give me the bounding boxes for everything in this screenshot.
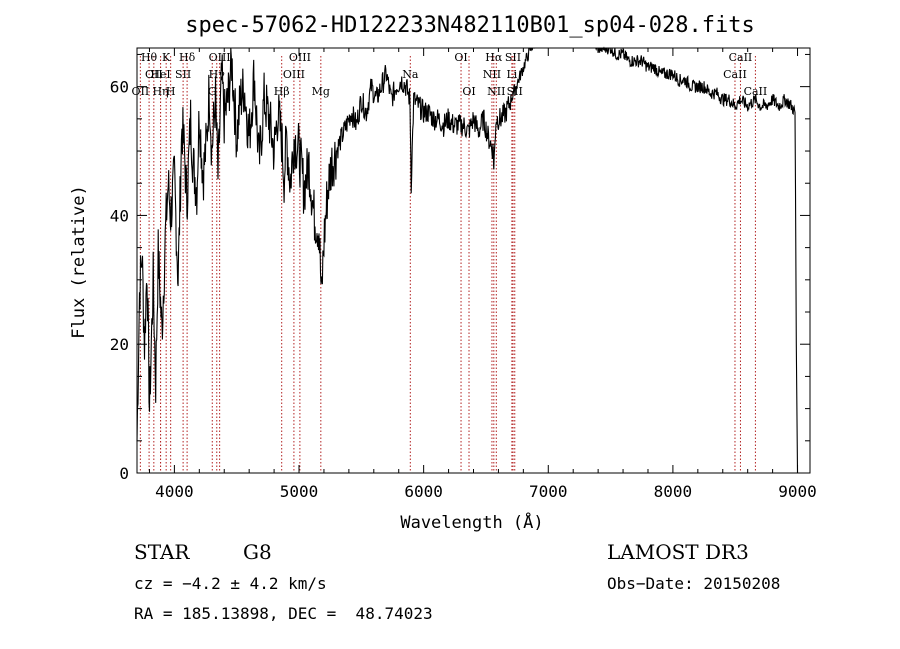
coordinates: RA = 185.13898, DEC = 48.74023 [134, 604, 433, 623]
chart-title: spec-57062-HD122233N482110B01_sp04-028.f… [185, 13, 755, 38]
y-axis-label: Flux (relative) [69, 185, 89, 339]
spectral-line-label: Hβ [274, 85, 290, 98]
x-axis-label: Wavelength (Å) [400, 511, 543, 533]
x-tick-label: 9000 [778, 482, 817, 501]
spectral-line-label: CaII [729, 51, 753, 64]
spectral-line-label: NII [487, 85, 505, 98]
redshift-cz: cz = −4.2 ± 4.2 km/s [134, 574, 327, 593]
spectral-line-label: K [162, 51, 171, 64]
spectral-line-label: OIII [289, 51, 311, 64]
spectral-line-label: HeI [150, 68, 170, 81]
x-tick-label: 7000 [529, 482, 568, 501]
spectral-line-label: SII [505, 51, 521, 64]
spectral-line-label: Li [506, 68, 517, 81]
spectral-line-label: OI [462, 85, 475, 98]
y-axis: 0 20 40 60 [110, 53, 810, 483]
x-tick-label: 6000 [404, 482, 443, 501]
spectrum-line [136, 46, 799, 474]
subclass: G8 [243, 540, 272, 564]
x-tick-label: 5000 [280, 482, 319, 501]
spectral-line-label: OIII [209, 51, 231, 64]
survey-name: LAMOST DR3 [607, 540, 749, 564]
spectral-line-label: OI [454, 51, 467, 64]
obs-date: Obs−Date: 20150208 [607, 574, 781, 593]
spectral-line-label: Hθ [141, 51, 158, 64]
spectral-line-label: Hη [152, 85, 168, 98]
object-type: STAR [134, 540, 190, 564]
spectral-line-label: Hδ [179, 51, 196, 64]
spectral-line-label: NII [483, 68, 501, 81]
spectral-line-label: CaII [744, 85, 768, 98]
y-tick-label: 60 [110, 78, 129, 97]
y-tick-label: 0 [119, 464, 129, 483]
spectral-line-label: Na [402, 68, 419, 81]
spectral-line-label: H [166, 85, 176, 98]
spectral-line-label: SII [175, 68, 191, 81]
spectral-line-label: OIII [283, 68, 305, 81]
spectral-line-label: G [208, 85, 217, 98]
spectral-line-label: Mg [312, 85, 330, 98]
spectral-line-label: OII [132, 85, 150, 98]
x-tick-label: 8000 [654, 482, 693, 501]
y-tick-label: 40 [110, 206, 129, 225]
x-axis: 4000 5000 6000 7000 8000 9000 [148, 48, 817, 501]
spectral-line-label: OII [145, 68, 163, 81]
spectral-line-label: Hα [485, 51, 503, 64]
x-tick-label: 4000 [155, 482, 194, 501]
y-tick-label: 20 [110, 335, 129, 354]
spectral-line-label: CaII [723, 68, 747, 81]
